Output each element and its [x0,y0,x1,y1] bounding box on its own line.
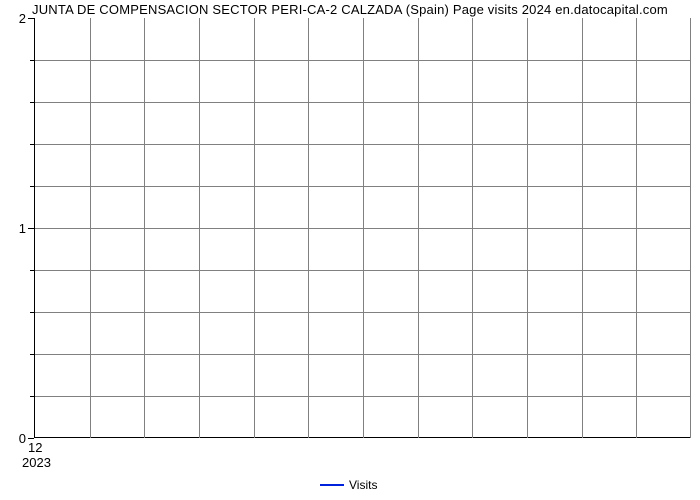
y-tick-label: 2 [14,11,26,26]
plot-area [34,18,690,438]
y-minor-tick [30,312,34,313]
y-minor-tick [30,144,34,145]
grid-v [363,18,364,438]
legend-label: Visits [349,478,377,492]
y-major-tick [28,18,34,19]
grid-v [90,18,91,438]
x-tick-label: 12 [28,440,42,455]
legend: Visits [320,478,377,492]
grid-v [418,18,419,438]
y-minor-tick [30,186,34,187]
y-tick-label: 0 [14,431,26,446]
y-minor-tick [30,396,34,397]
y-major-tick [28,438,34,439]
grid-v [144,18,145,438]
y-minor-tick [30,60,34,61]
y-tick-label: 1 [14,221,26,236]
x-year-label: 2023 [22,455,51,470]
grid-v [308,18,309,438]
y-major-tick [28,228,34,229]
y-minor-tick [30,102,34,103]
grid-v [690,18,691,438]
grid-v [636,18,637,438]
grid-v [199,18,200,438]
grid-v [527,18,528,438]
y-minor-tick [30,270,34,271]
chart-title: JUNTA DE COMPENSACION SECTOR PERI-CA-2 C… [0,2,700,17]
y-minor-tick [30,354,34,355]
grid-v [582,18,583,438]
grid-v [472,18,473,438]
grid-v [254,18,255,438]
legend-line-icon [320,484,344,486]
